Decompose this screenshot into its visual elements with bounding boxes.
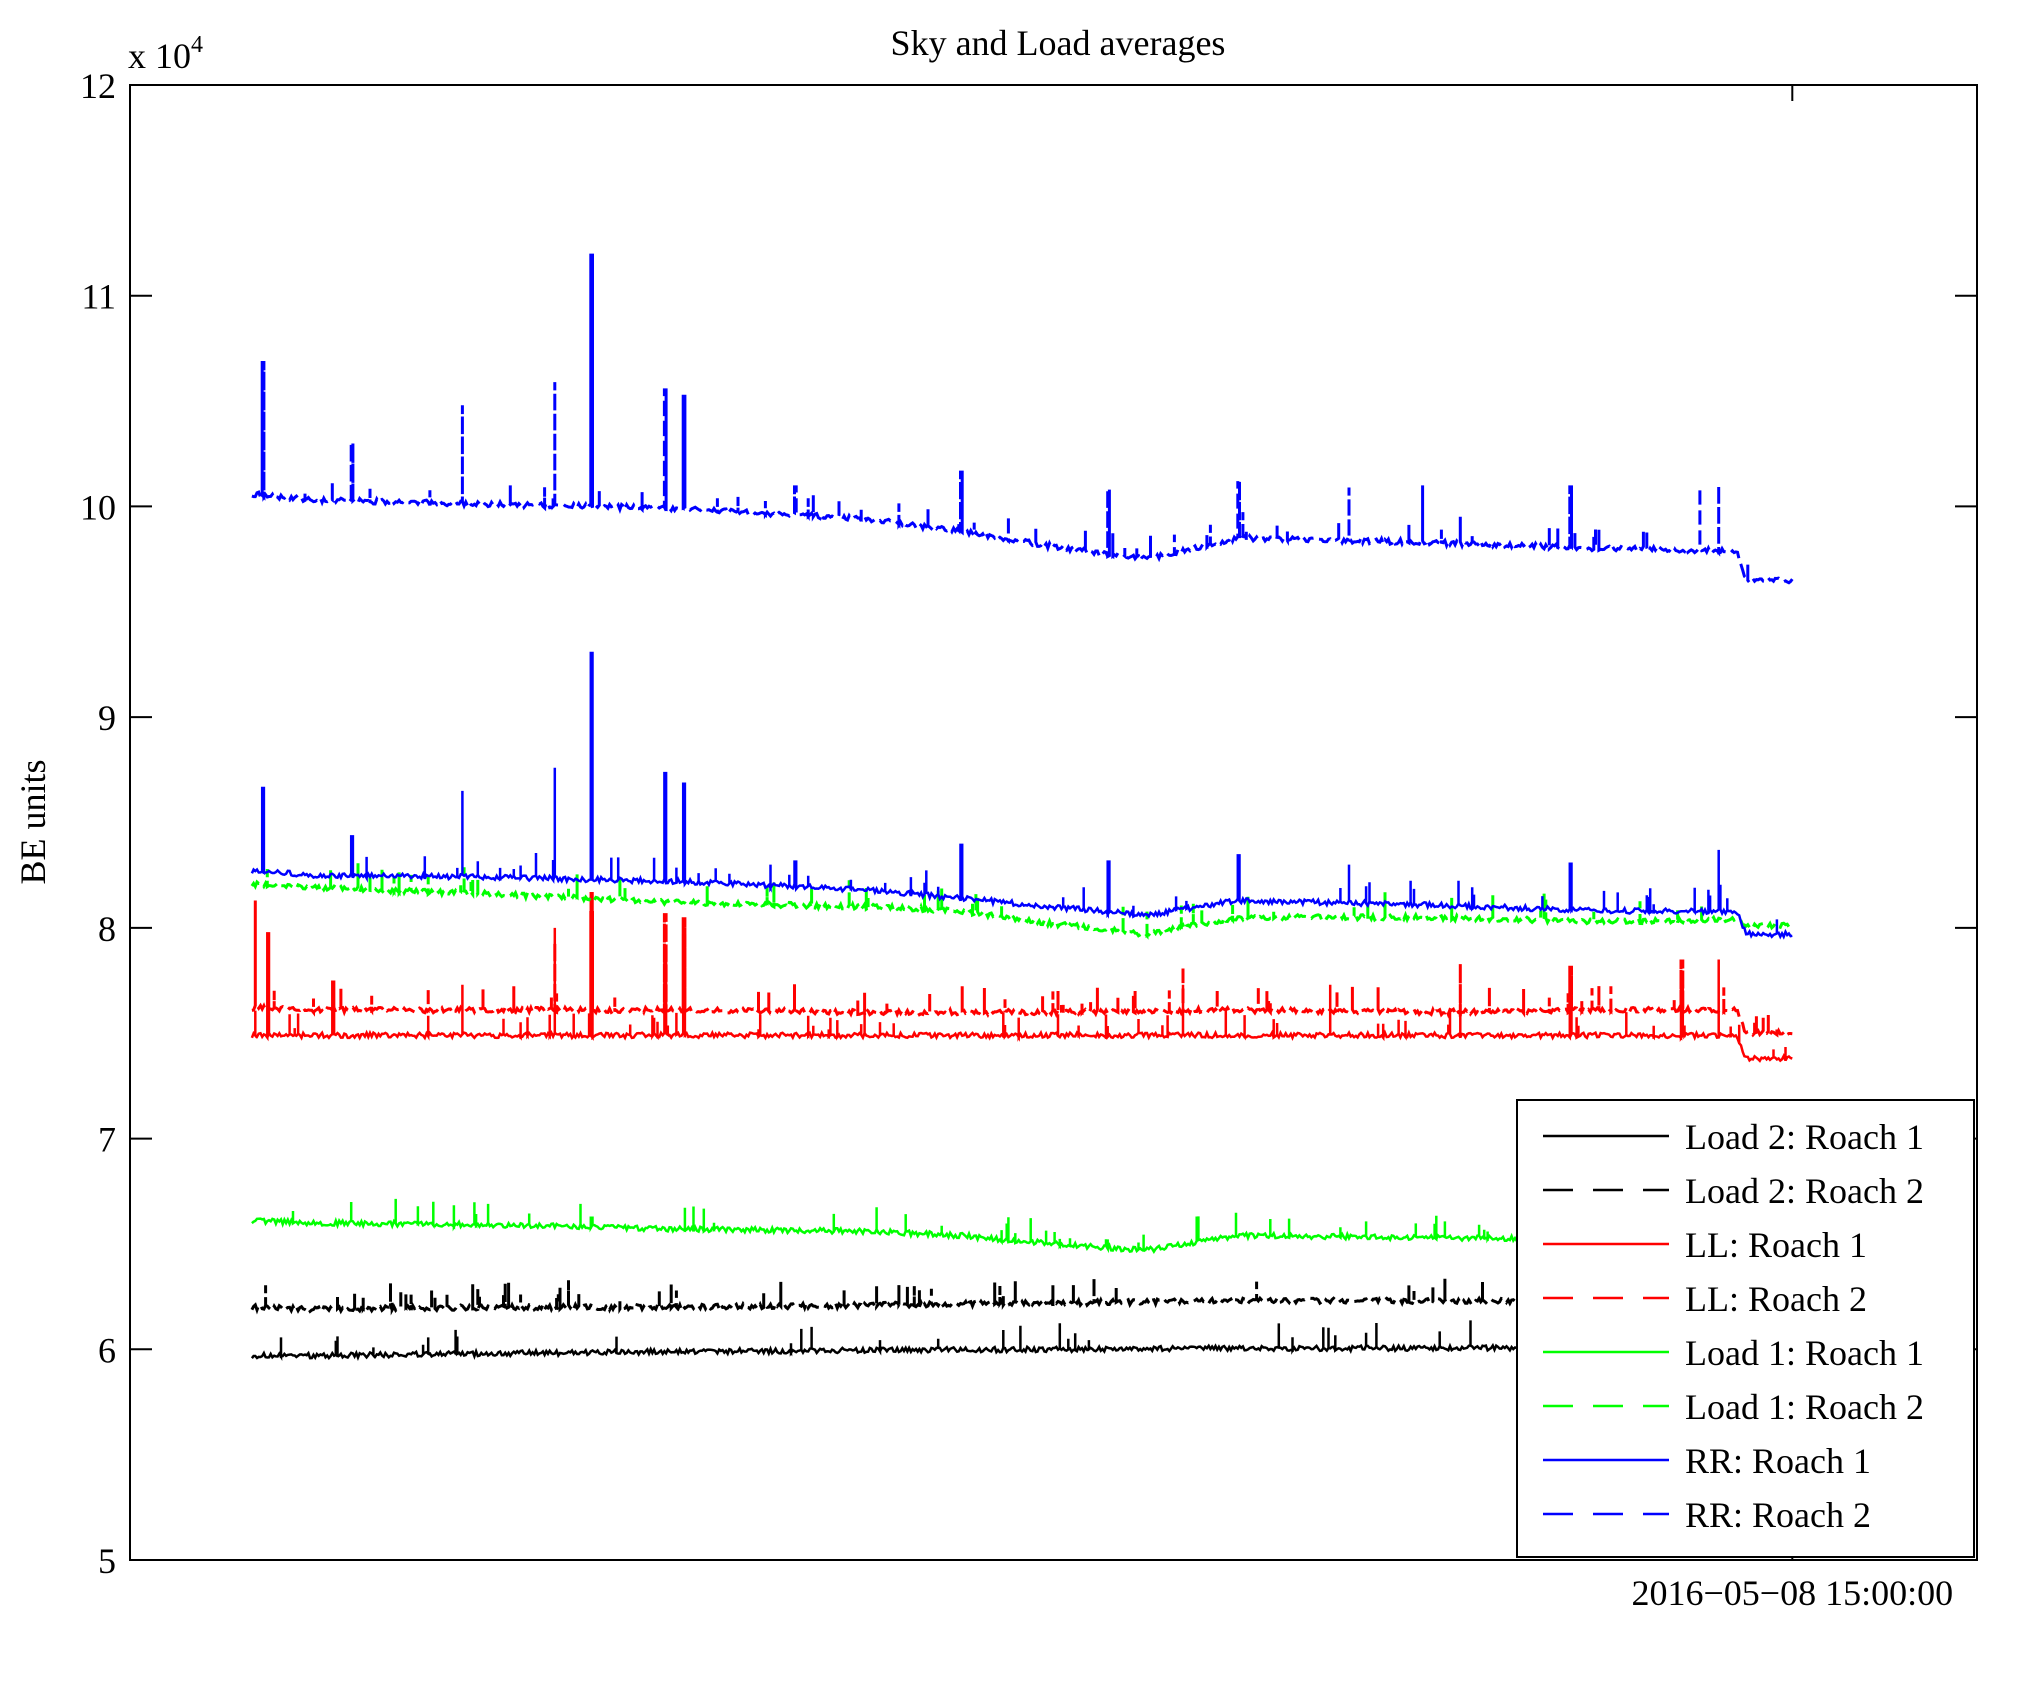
y-tick-label: 9 xyxy=(98,698,116,738)
series-line-rr-roach-2 xyxy=(251,253,1794,585)
legend-item: RR: Roach 2 xyxy=(1543,1495,1871,1535)
legend-label: Load 1: Roach 1 xyxy=(1685,1333,1924,1373)
legend-item: LL: Roach 1 xyxy=(1543,1225,1867,1265)
y-tick-label: 7 xyxy=(98,1120,116,1160)
y-tick-label: 12 xyxy=(80,66,116,106)
y-multiplier-base: x 10 xyxy=(128,36,191,76)
legend-box xyxy=(1516,1099,1975,1558)
legend-label: Load 2: Roach 1 xyxy=(1685,1117,1924,1157)
series-line-ll-roach-2 xyxy=(251,900,1793,1038)
series-line-load-1-roach-2 xyxy=(250,863,1794,940)
x-tick-label: 2016−05−08 15:00:00 xyxy=(1631,1573,1953,1613)
legend-item: Load 1: Roach 2 xyxy=(1543,1387,1924,1427)
legend-item: Load 2: Roach 1 xyxy=(1543,1117,1924,1157)
legend-item: RR: Roach 1 xyxy=(1543,1441,1871,1481)
legend: Load 2: Roach 1 Load 2: Roach 2 LL: Roach … xyxy=(1516,1099,1975,1558)
legend-item: LL: Roach 2 xyxy=(1543,1279,1867,1319)
y-tick-label: 5 xyxy=(98,1541,116,1581)
legend-label: LL: Roach 2 xyxy=(1685,1279,1867,1319)
legend-label: Load 1: Roach 2 xyxy=(1685,1387,1924,1427)
axes-box xyxy=(129,84,1978,1561)
y-tick-label: 8 xyxy=(98,909,116,949)
y-axis-label: BE units xyxy=(13,759,53,884)
y-tick-label: 10 xyxy=(80,487,116,527)
y-tick-label: 6 xyxy=(98,1330,116,1370)
chart-title: Sky and Load averages xyxy=(891,23,1226,63)
legend-label: LL: Roach 1 xyxy=(1685,1225,1867,1265)
series-line-rr-roach-1 xyxy=(250,651,1793,940)
tick-layer: 5 6 7 8 9 10 11 12 2016−05−08 15:00:00 xyxy=(80,66,1977,1613)
y-multiplier-exponent: 4 xyxy=(191,32,203,58)
y-tick-label: 11 xyxy=(81,277,116,317)
legend-label: RR: Roach 2 xyxy=(1685,1495,1871,1535)
y-multiplier: x 104 xyxy=(128,32,203,76)
series-line-ll-roach-1 xyxy=(250,892,1793,1063)
legend-item: Load 1: Roach 1 xyxy=(1543,1333,1924,1373)
legend-item: Load 2: Roach 2 xyxy=(1543,1171,1924,1211)
legend-label: Load 2: Roach 2 xyxy=(1685,1171,1924,1211)
legend-label: RR: Roach 1 xyxy=(1685,1441,1871,1481)
